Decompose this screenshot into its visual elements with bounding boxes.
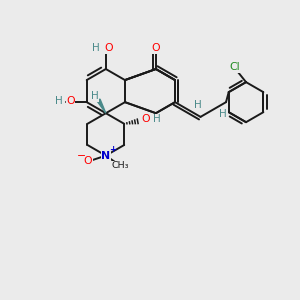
Text: H: H: [92, 44, 99, 53]
Text: +: +: [109, 145, 116, 154]
Text: CH₃: CH₃: [112, 161, 129, 170]
Text: O: O: [141, 114, 150, 124]
Text: H: H: [153, 114, 160, 124]
Text: H: H: [219, 109, 227, 119]
Text: H: H: [194, 100, 201, 110]
Text: O: O: [104, 44, 113, 53]
Text: O: O: [152, 44, 160, 53]
Text: −: −: [77, 151, 86, 161]
Polygon shape: [97, 99, 106, 113]
Text: O: O: [84, 157, 92, 166]
Text: N: N: [101, 151, 110, 160]
Text: Cl: Cl: [229, 62, 240, 72]
Text: H: H: [55, 96, 63, 106]
Text: O: O: [66, 96, 75, 106]
Text: H: H: [91, 91, 98, 101]
